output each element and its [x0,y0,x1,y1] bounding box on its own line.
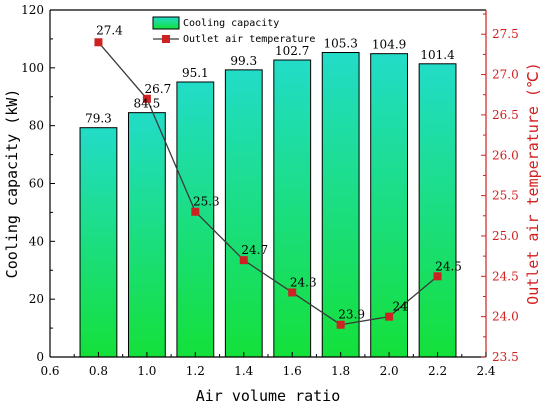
y-tick-label-5: 100 [21,61,44,75]
temperature-point-5 [336,320,345,329]
bar-label-2: 95.1 [182,66,209,80]
legend-swatch-marker [162,35,170,43]
y2-tick-label-1: 24.0 [492,310,519,324]
x-axis-title: Air volume ratio [196,387,341,405]
x-tick-label-7: 2.0 [380,364,399,378]
y2-tick-label-4: 25.5 [492,189,519,203]
bar-2 [176,81,215,358]
temperature-point-6 [385,312,394,321]
temperature-point-1 [142,94,151,103]
y-tick-label-6: 120 [21,3,44,17]
bar-3 [224,69,263,358]
bar-label-3: 99.3 [230,54,257,68]
temperature-point-7 [433,272,442,281]
temperature-label-6: 24 [392,300,408,314]
bar-5 [321,52,360,358]
bar-label-7: 101.4 [420,48,455,62]
x-tick-label-1: 0.8 [89,364,108,378]
bar-label-6: 104.9 [372,38,406,52]
temperature-label-0: 27.4 [96,23,123,37]
bar-label-5: 105.3 [323,37,357,51]
x-tick-label-8: 2.2 [428,364,447,378]
legend-label-line: Outlet air temperature [183,34,315,45]
y2-tick-label-2: 24.5 [492,269,519,283]
bar-label-1: 84.5 [134,97,161,111]
y2-tick-label-8: 27.5 [492,27,519,41]
bar-label-0: 79.3 [85,112,112,126]
x-tick-label-6: 1.8 [331,364,350,378]
y-axis-title: Cooling capacity (kW) [3,89,21,279]
y2-tick-label-5: 26.0 [492,148,519,162]
y2-tick-label-3: 25.0 [492,229,519,243]
x-tick-label-0: 0.6 [40,364,59,378]
temperature-label-7: 24.5 [435,259,462,273]
temperature-label-2: 25.3 [193,195,220,209]
y-tick-label-4: 80 [29,119,44,133]
legend: Cooling capacity Outlet air temperature [152,16,315,45]
x-tick-label-2: 1.0 [137,364,156,378]
temperature-label-3: 24.7 [241,243,268,257]
bar-label-4: 102.7 [275,44,309,58]
temperature-point-3 [239,256,248,265]
y2-tick-label-7: 27.0 [492,68,519,82]
temperature-label-1: 26.7 [145,82,172,96]
temperature-label-5: 23.9 [338,308,365,322]
y-tick-label-3: 60 [29,177,44,191]
y2-axis-title: Outlet air temperature (℃) [524,62,542,305]
x-tick-label-4: 1.4 [234,364,253,378]
legend-label-bar: Cooling capacity [183,18,279,29]
bar-4 [273,59,312,358]
x-tick-label-9: 2.4 [476,364,495,378]
temperature-point-4 [288,288,297,297]
x-tick-label-3: 1.2 [186,364,205,378]
temperature-point-0 [94,38,103,47]
y2-tick-label-6: 26.5 [492,108,519,122]
legend-swatch-bar [152,16,180,30]
x-tick-label-5: 1.6 [283,364,302,378]
temperature-point-2 [191,207,200,216]
bar-0 [79,127,118,358]
y-tick-label-0: 0 [36,350,44,364]
temperature-label-4: 24.3 [290,275,317,289]
y-tick-label-2: 40 [29,234,44,248]
bar-7 [418,63,457,358]
bar-1 [127,112,166,358]
temperature-line [97,41,438,326]
y-tick-label-1: 20 [29,292,44,306]
y2-tick-label-0: 23.5 [492,350,519,364]
